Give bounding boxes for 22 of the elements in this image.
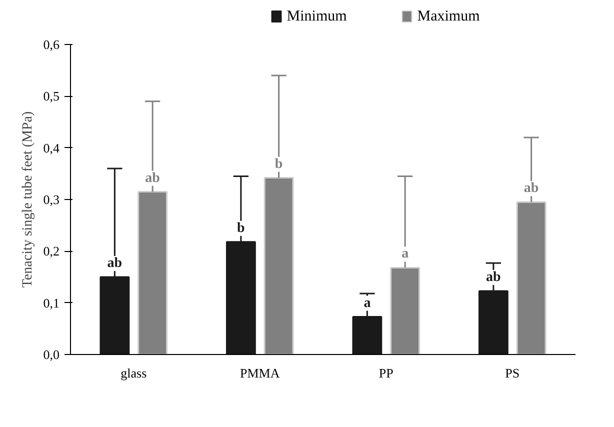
y-tick-label: 0,1: [43, 295, 60, 310]
y-tick-label: 0,5: [43, 88, 60, 104]
y-tick-label: 0,6: [43, 37, 60, 52]
y-tick-label: 0,2: [43, 244, 60, 259]
legend-label: Minimum: [286, 8, 348, 24]
data-label: ab: [107, 256, 122, 271]
x-tick-label: glass: [120, 366, 147, 380]
data-label: b: [274, 156, 283, 172]
y-tick-label: 0,0: [43, 347, 60, 362]
y-tick-label: 0,4: [43, 140, 60, 156]
x-tick-label: PP: [378, 366, 394, 380]
data-label: a: [364, 296, 371, 311]
data-label: a: [402, 246, 409, 262]
legend-label: Maximum: [417, 8, 480, 24]
y-axis-title: Tenacity single tube feet (MPa): [20, 111, 36, 288]
x-tick-label: PS: [505, 366, 520, 380]
data-label: ab: [145, 170, 160, 186]
data-label: ab: [486, 270, 502, 285]
data-label: ab: [524, 181, 539, 196]
x-tick-label: PMMA: [240, 366, 280, 380]
data-label: b: [237, 220, 246, 236]
y-tick-label: 0,3: [43, 192, 60, 207]
